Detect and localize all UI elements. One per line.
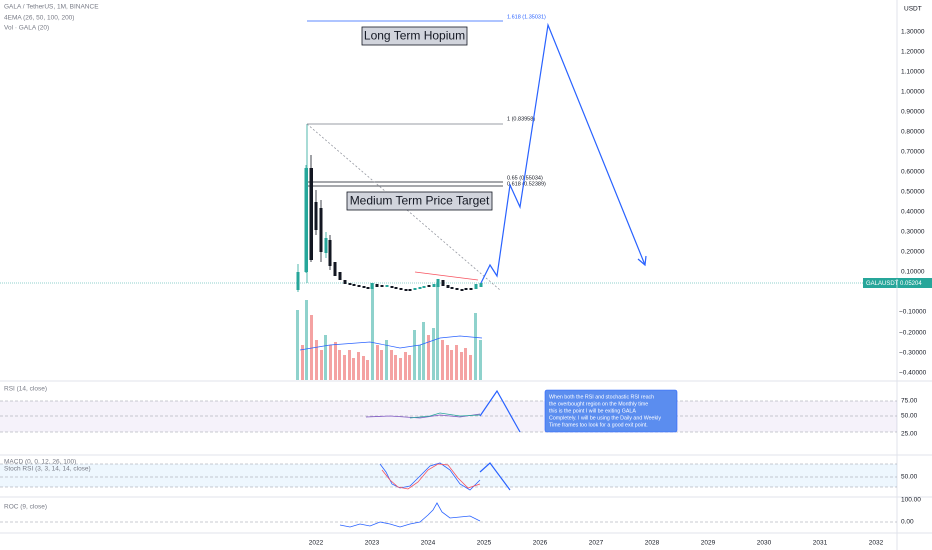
price-label: 0.70000 bbox=[901, 149, 925, 156]
year-label: 2030 bbox=[757, 540, 772, 547]
indicator: Vol · GALA (20) bbox=[4, 25, 49, 32]
pane-tick: 75.00 bbox=[901, 398, 918, 405]
annotation-box bbox=[361, 26, 468, 46]
year-label: 2029 bbox=[701, 540, 716, 547]
stoch-k bbox=[379, 462, 481, 491]
pane-tick: 50.00 bbox=[901, 413, 918, 420]
stoch-d bbox=[381, 463, 481, 490]
price-label: 0.60000 bbox=[901, 169, 925, 176]
rsi-levels bbox=[0, 400, 897, 433]
price-label: 0.10000 bbox=[901, 269, 925, 276]
rsi-ma bbox=[409, 412, 481, 419]
year-label: 2032 bbox=[869, 540, 884, 547]
callout-line: this is the point I will be exiting GALA bbox=[549, 408, 636, 414]
price-label: 0.50000 bbox=[901, 189, 925, 196]
pane-label: Stoch RSI (3, 3, 14, 14, close) bbox=[4, 466, 91, 473]
year-label: 2025 bbox=[477, 540, 492, 547]
arrow-head bbox=[637, 255, 647, 267]
pane-label: ROC (9, close) bbox=[4, 504, 47, 511]
projection-path bbox=[480, 22, 646, 284]
callout-line: Completely. I will be using the Daily an… bbox=[549, 415, 661, 421]
callout-line: When both the RSI and stochastic RSI rea… bbox=[549, 394, 654, 400]
symbol: GALA / TetherUS, 1M, BINANCE bbox=[4, 4, 99, 11]
rsi-projection bbox=[479, 389, 521, 433]
price-tag-value: 0.05204 bbox=[900, 281, 922, 287]
year-label: 2028 bbox=[645, 540, 660, 547]
price-tag bbox=[863, 278, 932, 288]
currency: USDT bbox=[904, 6, 922, 13]
year-label: 2022 bbox=[309, 540, 324, 547]
year-label: 2024 bbox=[421, 540, 436, 547]
callout bbox=[544, 389, 678, 433]
pane-tick: 100.00 bbox=[901, 497, 921, 504]
price-label: 0.90000 bbox=[901, 109, 925, 116]
pane-label: MACD (0, 0, 12, 26, 100) bbox=[4, 459, 76, 466]
price-label: 0.40000 bbox=[901, 209, 925, 216]
stoch-band bbox=[0, 464, 897, 487]
pane-tick: 50.00 bbox=[901, 474, 918, 481]
callout-line: Time frames too look for a good exit poi… bbox=[549, 422, 648, 428]
price-label: 0.30000 bbox=[901, 229, 925, 236]
pane-label: RSI (14, close) bbox=[4, 386, 47, 393]
volume bbox=[296, 283, 483, 380]
stoch-projection bbox=[479, 462, 511, 491]
pane-tick: 25.00 bbox=[901, 431, 918, 438]
indicator: 4EMA (26, 50, 100, 200) bbox=[4, 15, 74, 22]
price-label: 0.20000 bbox=[901, 249, 925, 256]
rsi-line bbox=[365, 413, 481, 419]
price-label: −0.10000 bbox=[899, 309, 927, 316]
roc-line bbox=[339, 502, 481, 528]
annotation: Long Term Hopium bbox=[364, 29, 465, 43]
price-label: 1.30000 bbox=[901, 29, 925, 36]
year-label: 2031 bbox=[813, 540, 828, 547]
price-axis: 1.30000 1.20000 1.10000 1.00000 0.90000 … bbox=[899, 29, 927, 377]
ema-line bbox=[414, 271, 479, 281]
fib-label: 0.618 (0.52389) bbox=[507, 181, 546, 187]
price-label: 1.20000 bbox=[901, 49, 925, 56]
stoch-levels bbox=[0, 463, 897, 488]
year-label: 2023 bbox=[365, 540, 380, 547]
pane-tick: 0.00 bbox=[901, 519, 914, 526]
rsi-band bbox=[0, 401, 897, 432]
price-label: 1.10000 bbox=[901, 69, 925, 76]
year-label: 2026 bbox=[533, 540, 548, 547]
annotation: Medium Term Price Target bbox=[350, 194, 490, 208]
price-label: −0.40000 bbox=[899, 370, 927, 377]
fib-label: 1 (0.83958) bbox=[507, 116, 535, 122]
price-label: 0.80000 bbox=[901, 129, 925, 136]
fib-label: 1.618 (1.35031) bbox=[507, 14, 546, 20]
fib-lines bbox=[306, 20, 503, 291]
price-label: −0.20000 bbox=[899, 330, 927, 337]
time-axis: 2022 2023 2024 2025 2026 2027 2028 2029 … bbox=[309, 540, 884, 547]
callout-line: the overbought region on the Monthly tim… bbox=[549, 401, 648, 407]
annotation-box bbox=[346, 191, 493, 211]
year-label: 2027 bbox=[589, 540, 604, 547]
price-label: 1.00000 bbox=[901, 89, 925, 96]
price-tag-symbol: GALAUSDT bbox=[866, 281, 899, 287]
candles bbox=[296, 155, 483, 292]
price-label: −0.30000 bbox=[899, 350, 927, 357]
